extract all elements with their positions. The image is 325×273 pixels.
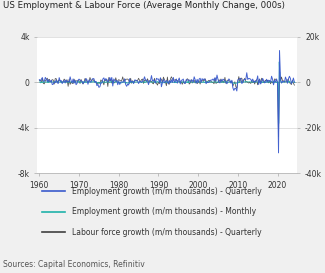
Text: Labour force growth (m/m thousands) - Quarterly: Labour force growth (m/m thousands) - Qu… (72, 228, 261, 236)
Text: US Employment & Labour Force (Average Monthly Change, 000s): US Employment & Labour Force (Average Mo… (3, 1, 285, 10)
Text: Sources: Capital Economics, Refinitiv: Sources: Capital Economics, Refinitiv (3, 260, 145, 269)
Text: Employment growth (m/m thousands) - Monthly: Employment growth (m/m thousands) - Mont… (72, 207, 256, 216)
Text: Employment growth (m/m thousands) - Quarterly: Employment growth (m/m thousands) - Quar… (72, 187, 261, 195)
